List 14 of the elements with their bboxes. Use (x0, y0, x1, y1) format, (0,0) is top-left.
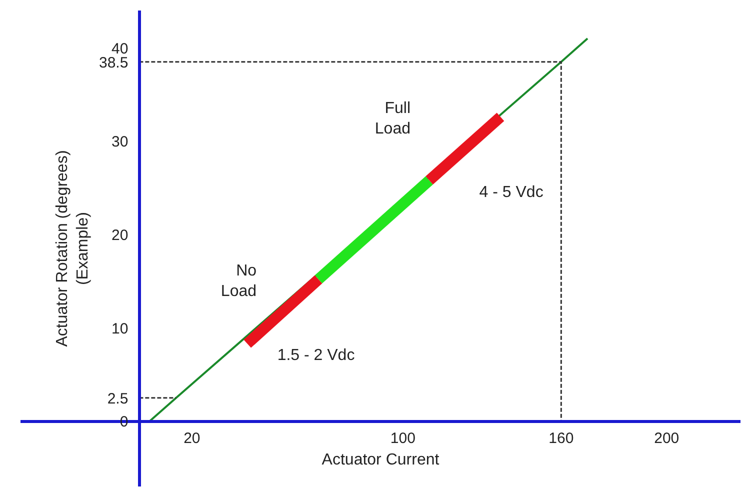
y-tick-label: 20 (111, 227, 128, 244)
x-axis-title: Actuator Current (322, 452, 440, 468)
x-tick-label: 200 (654, 430, 680, 448)
y-tick-label: 2.5 (107, 390, 128, 408)
y-tick-label: 10 (111, 320, 128, 338)
x-tick-label: 100 (390, 430, 416, 448)
annotation: 1.5 - 2 Vdc (277, 347, 355, 364)
x-tick-label: 160 (548, 430, 574, 448)
annotation: Full Load (374, 100, 410, 138)
annotation: No Load (220, 262, 257, 300)
annotation: 4 - 5 Vdc (479, 184, 544, 201)
x-tick-label: 20 (184, 430, 200, 448)
y-tick-label: 30 (111, 134, 128, 151)
y-axis-title: Actuator Rotation (degrees) (Example) (54, 150, 92, 347)
